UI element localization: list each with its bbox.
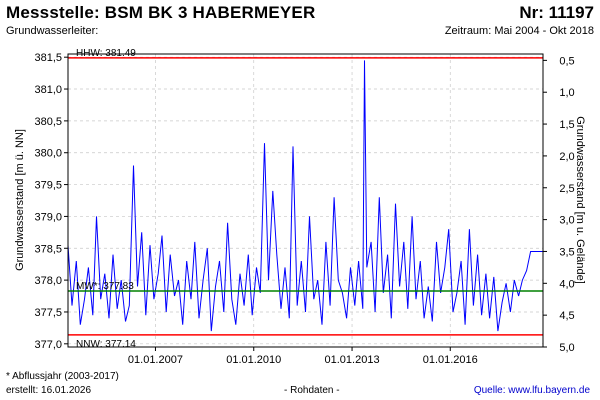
y-tick-label: 377,0 <box>34 339 62 351</box>
plot-frame <box>67 53 544 348</box>
y2-tick-label: 0,5 <box>559 55 574 67</box>
chart-title: Messstelle: BSM BK 3 HABERMEYER <box>6 3 316 22</box>
aquifer-label: Grundwasserleiter: <box>6 25 99 37</box>
y-tick-label: 378,0 <box>34 275 62 287</box>
x-tick-label: 01.01.2007 <box>128 354 183 366</box>
station-number: Nr: 11197 <box>519 3 594 22</box>
y2-axis-label: Grundwasserstand [m u. Gelände] <box>574 116 586 284</box>
y2-tick-label: 3,0 <box>559 215 574 227</box>
y-tick-label: 380,5 <box>34 116 62 128</box>
y2-tick-label: 4,5 <box>559 310 574 322</box>
y2-tick-label: 1,0 <box>559 87 574 99</box>
y-axis-label: Grundwasserstand [m ü. NN] <box>14 129 26 271</box>
y2-tick-label: 2,0 <box>559 151 574 163</box>
x-tick-label: 01.01.2016 <box>423 354 478 366</box>
x-tick-label: 01.01.2010 <box>226 354 281 366</box>
y2-tick-label: 4,0 <box>559 278 574 290</box>
y2-tick-label: 3,5 <box>559 246 574 258</box>
created-date: erstellt: 16.01.2026 <box>6 385 92 396</box>
period-label: Zeitraum: Mai 2004 - Okt 2018 <box>444 25 594 37</box>
axes: 381,5 381,0 380,5 380,0 379,5 379,0 378,5 378,0… <box>34 52 574 366</box>
y2-tick-label: 1,5 <box>559 119 574 131</box>
reference-lines: HHW: 381.49 MW*: 377.83 NNW: 377.14 <box>68 48 543 350</box>
y-tick-label: 379,5 <box>34 180 62 192</box>
y-tick-label: 379,0 <box>34 211 62 223</box>
y-tick-label: 378,5 <box>34 243 62 255</box>
y-tick-label: 380,0 <box>34 148 62 160</box>
source-link[interactable]: Quelle: www.lfu.bayern.de <box>473 385 590 396</box>
rawdata-note: - Rohdaten - <box>284 385 340 396</box>
y-tick-label: 381,5 <box>34 52 62 64</box>
y-tick-label: 381,0 <box>34 84 62 96</box>
x-tick-label: 01.01.2013 <box>325 354 380 366</box>
footnote: * Abflussjahr (2003-2017) <box>6 371 119 382</box>
series-layer <box>67 60 543 332</box>
y2-tick-label: 5,0 <box>559 342 574 354</box>
series-line-groundwater-level <box>67 60 543 332</box>
y-tick-label: 377,5 <box>34 307 62 319</box>
mw-label: MW*: 377.83 <box>76 281 134 292</box>
hhw-label: HHW: 381.49 <box>76 48 136 59</box>
nnw-label: NNW: 377.14 <box>76 339 136 350</box>
y2-tick-label: 2,5 <box>559 183 574 195</box>
